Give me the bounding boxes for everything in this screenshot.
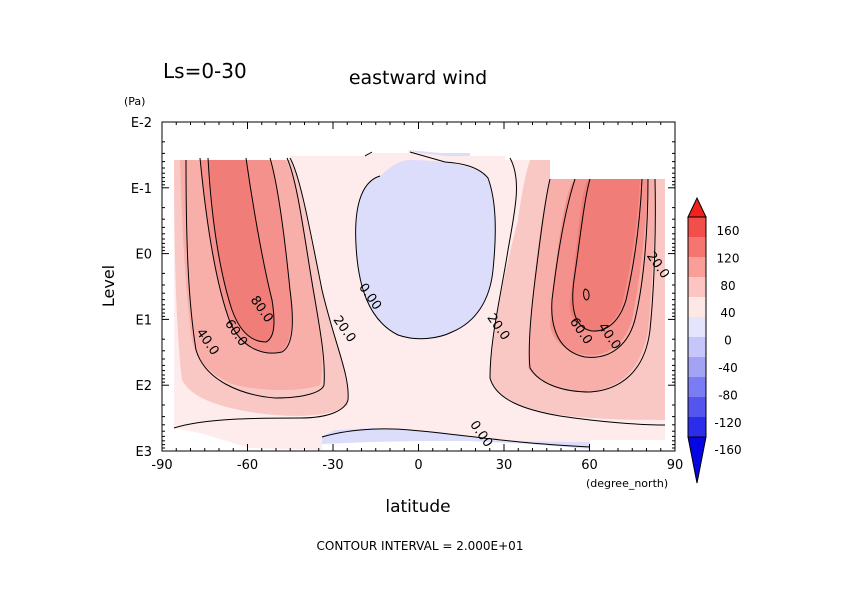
fill-north-80-100 [569,179,640,331]
x-unit-label: (degree_north) [586,477,668,490]
x-tick-label: -30 [322,458,343,473]
data-fill-layers [174,150,665,450]
contour-lines [173,151,666,448]
colorbar-swatch [688,377,706,397]
colorbar-swatch [688,297,706,317]
contour-south-40 [185,157,325,399]
colorbar-label: 160 [717,224,740,238]
contour-north-20 [489,157,666,426]
colorbar-label: -80 [718,388,738,402]
colorbar-swatch [688,417,706,437]
x-tick-labels: -90 -60 -30 0 30 60 90 [151,458,683,473]
x-tick-label: -90 [151,458,172,473]
colorbar-swatch [688,337,706,357]
contour-zero-lower [321,428,591,448]
contour-zero-upper [355,151,496,340]
fill-negative-upper [408,150,470,156]
y-axis-label: Level [99,265,118,307]
y-tick-label: E-2 [131,116,152,131]
y-tick-label: E1 [136,313,153,328]
y-tick-label: E3 [136,445,153,460]
x-axis-ticks [161,122,676,451]
chart-title: eastward wind [349,67,487,89]
colorbar-top-triangle [687,196,707,218]
y-tick-label: E0 [136,248,153,263]
fill-negative-lower [322,428,590,449]
colorbar-label: 80 [720,279,735,293]
contour-interval-footer: CONTOUR INTERVAL = 2.000E+01 [317,539,524,553]
fill-south-80-100 [208,160,274,342]
contour-south-80 [207,157,275,343]
y-tick-labels: E-2 E-1 E0 E1 E2 E3 [131,116,152,460]
y-axis-ticks [162,121,675,449]
contour-north-80 [572,178,643,332]
subtitle-ls: Ls=0-30 [163,59,247,83]
x-tick-label: 90 [667,458,684,473]
x-axis-label: latitude [385,497,450,517]
y-unit-label: (Pa) [124,95,145,108]
colorbar-swatch [688,277,706,297]
contour-south-20 [173,157,349,429]
x-tick-label: 60 [581,458,598,473]
y-tick-label: E-1 [131,182,152,197]
colorbar: 160 120 80 40 0 -40 -80 -120 -160 [687,196,742,484]
x-tick-label: 0 [414,458,422,473]
colorbar-label: -120 [714,416,741,430]
colorbar-swatch [688,397,706,417]
colorbar-label: 40 [720,306,735,320]
colorbar-swatch [688,217,706,237]
colorbar-label: 0 [724,334,732,348]
y-tick-label: E2 [136,379,153,394]
colorbar-swatch [688,237,706,257]
colorbar-bottom-triangle [687,436,707,484]
x-tick-label: 30 [496,458,513,473]
contour-north-60 [551,178,649,358]
x-tick-label: -60 [237,458,258,473]
colorbar-label: -40 [718,361,738,375]
colorbar-swatch [688,317,706,337]
contour-north-100 [583,288,590,301]
colorbar-label: -160 [714,443,741,457]
contour-north-40 [528,178,656,393]
contour-south-60 [199,157,293,354]
colorbar-swatch [688,257,706,277]
colorbar-swatch [688,357,706,377]
fill-negative-core [355,160,496,339]
colorbar-label: 120 [717,251,740,265]
